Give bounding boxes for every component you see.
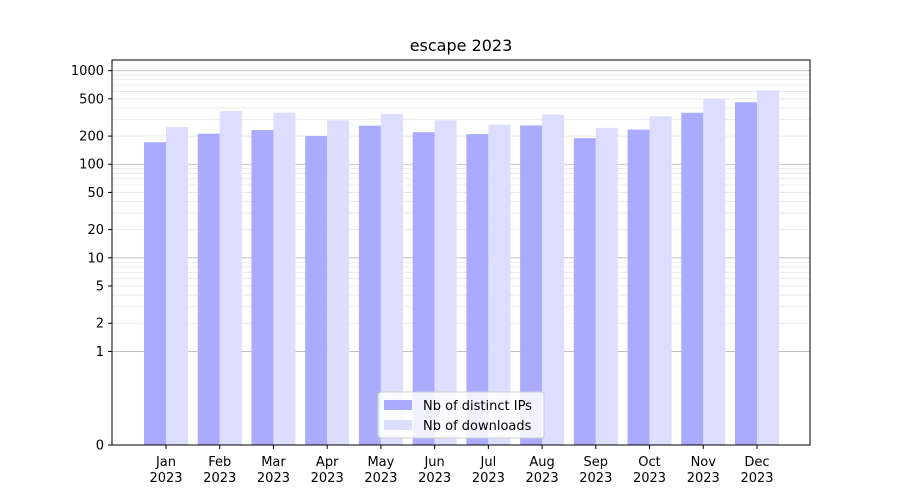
bar-distinct-ips <box>358 125 381 445</box>
bar-downloads <box>488 124 511 445</box>
bar-downloads <box>166 127 188 445</box>
y-tick-label: 5 <box>96 280 104 295</box>
bar-downloads <box>542 114 565 445</box>
x-tick-label: Jan 2023 <box>149 455 182 486</box>
bar-distinct-ips <box>627 129 650 445</box>
y-tick-label: 20 <box>87 223 104 238</box>
bar-downloads <box>434 120 457 445</box>
x-tick-label: Mar 2023 <box>257 455 290 486</box>
plot-frame <box>111 59 811 446</box>
bar-downloads <box>380 113 403 446</box>
y-tick-label: 200 <box>79 130 104 145</box>
bar-downloads <box>649 116 672 445</box>
x-tick-label: May 2023 <box>364 455 397 486</box>
legend-swatch <box>384 420 412 430</box>
legend-label: Nb of distinct IPs <box>423 399 532 414</box>
bar-distinct-ips <box>412 132 435 445</box>
bar-downloads <box>595 127 618 445</box>
x-tick-label: Aug 2023 <box>526 455 559 486</box>
x-tick-label: Jul 2023 <box>472 455 505 486</box>
bar-distinct-ips <box>573 138 596 446</box>
legend-box <box>377 391 545 439</box>
bar-distinct-ips <box>735 102 757 446</box>
legend: Nb of distinct IPs Nb of downloads <box>377 391 545 439</box>
chart-title: escape 2023 <box>410 36 513 55</box>
y-tick-label: 100 <box>79 158 104 173</box>
bar-distinct-ips <box>144 142 166 445</box>
bar-downloads <box>703 98 726 446</box>
legend-label: Nb of downloads <box>423 419 532 434</box>
y-axis: 0 1 2 5 10 20 50 100 200 500 1000 <box>71 64 112 454</box>
bar-distinct-ips <box>681 112 704 445</box>
y-tick-label: 10 <box>87 251 104 266</box>
bar-downloads <box>327 120 350 445</box>
y-tick-label: 0 <box>96 439 104 454</box>
y-tick-label: 50 <box>87 186 104 201</box>
y-tick-label: 1000 <box>71 64 104 79</box>
bar-distinct-ips <box>520 125 543 445</box>
bar-distinct-ips <box>197 133 220 446</box>
bar-downloads <box>757 90 779 446</box>
y-tick-label: 2 <box>96 317 104 332</box>
x-tick-label: Dec 2023 <box>740 455 773 486</box>
bar-downloads <box>219 111 242 445</box>
y-tick-label: 1 <box>96 345 104 360</box>
x-tick-label: Apr 2023 <box>311 455 344 486</box>
x-axis: Jan 2023 Feb 2023 Mar 2023 Apr 2023 May 2023 Jun 20… <box>149 445 774 486</box>
bar-downloads <box>273 112 296 445</box>
bars-layer <box>144 90 779 446</box>
x-tick-label: Feb 2023 <box>203 455 236 486</box>
legend-swatch <box>384 400 412 410</box>
x-tick-label: Nov 2023 <box>687 455 720 486</box>
x-tick-label: Oct 2023 <box>633 455 666 486</box>
bar-distinct-ips <box>466 134 489 446</box>
y-tick-label: 500 <box>79 92 104 107</box>
x-tick-label: Sep 2023 <box>579 455 612 486</box>
bar-distinct-ips <box>305 136 328 446</box>
x-tick-label: Jun 2023 <box>418 455 451 486</box>
bar-distinct-ips <box>251 130 274 445</box>
